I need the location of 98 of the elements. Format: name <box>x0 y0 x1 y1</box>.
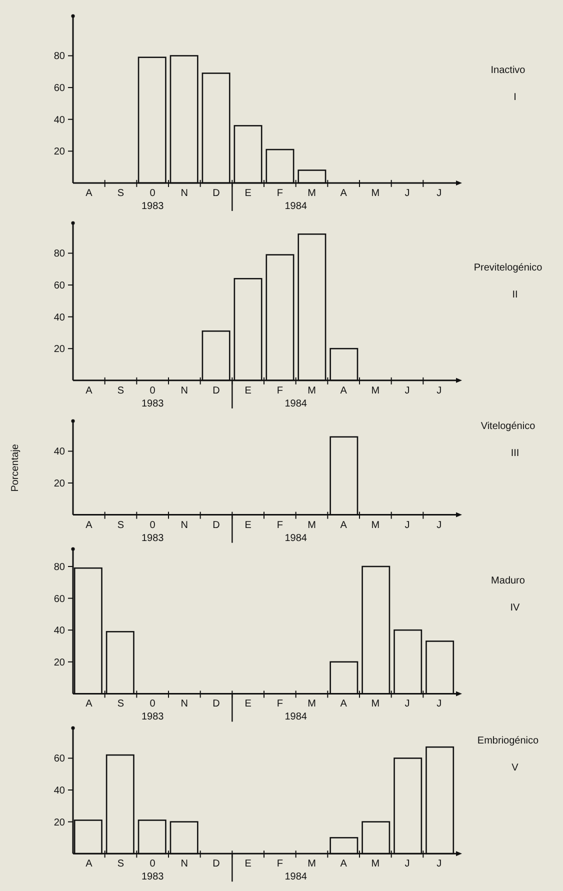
x-tick-label: 0 <box>150 384 156 396</box>
x-tick-label: S <box>117 520 124 531</box>
text: Previtelogénico <box>474 262 543 273</box>
x-tick-label: M <box>371 698 380 710</box>
text: 1984 <box>284 712 308 723</box>
y-tick-label: 40 <box>54 786 66 797</box>
text: Vitelogénico <box>480 421 536 432</box>
x-tick-label: 0 <box>150 858 156 870</box>
x-tick-label: D <box>212 384 220 396</box>
x-tick-label: J <box>436 858 442 870</box>
y-tick-label: 40 <box>54 312 66 323</box>
y-tick-label: 60 <box>54 280 66 292</box>
text: Inactivo <box>490 64 526 76</box>
x-tick-label: N <box>180 520 188 531</box>
y-tick-label: 60 <box>54 83 66 94</box>
x-tick-label: F <box>276 520 283 531</box>
x-tick-label: 0 <box>150 698 156 710</box>
x-tick-label: A <box>86 698 93 710</box>
x-tick-label: F <box>276 698 283 710</box>
y-tick-label: 60 <box>54 594 66 606</box>
x-tick-label: E <box>244 520 252 531</box>
y-tick-label: 20 <box>54 658 66 669</box>
x-tick-label: J <box>404 384 410 396</box>
x-tick-label: S <box>117 188 124 199</box>
text: 1983 <box>141 398 164 409</box>
x-tick-label: J <box>404 698 410 710</box>
x-tick-label: S <box>117 384 124 396</box>
x-tick-label: M <box>308 858 316 870</box>
x-tick-label: A <box>86 858 93 870</box>
x-tick-label: E <box>244 858 252 870</box>
x-tick-label: J <box>404 188 410 199</box>
x-tick-label: N <box>180 698 188 710</box>
x-tick-label: A <box>340 520 348 531</box>
y-tick-label: 20 <box>54 478 66 490</box>
x-tick-label: A <box>340 188 348 199</box>
text: 1984 <box>284 398 308 409</box>
y-tick-label: 80 <box>54 562 66 574</box>
x-tick-label: D <box>212 188 220 199</box>
x-tick-label: M <box>371 384 380 396</box>
text: 1983 <box>141 872 164 883</box>
x-tick-label: S <box>117 858 124 870</box>
x-tick-label: M <box>371 520 380 531</box>
x-tick-label: M <box>308 384 316 396</box>
text: V <box>512 762 519 774</box>
x-tick-label: N <box>180 188 188 199</box>
y-tick-label: 80 <box>54 51 66 62</box>
x-tick-label: A <box>340 698 348 710</box>
text: Maduro <box>491 576 526 587</box>
x-tick-label: M <box>308 520 316 531</box>
y-tick-label: 80 <box>54 248 66 260</box>
x-tick-label: J <box>436 698 442 710</box>
x-tick-label: 0 <box>150 188 156 199</box>
x-tick-label: N <box>180 858 188 870</box>
x-tick-label: J <box>436 520 442 531</box>
text: 1984 <box>284 532 308 544</box>
y-tick-label: 40 <box>54 626 66 637</box>
x-tick-label: N <box>180 384 188 396</box>
x-tick-label: J <box>436 188 442 199</box>
x-tick-label: F <box>276 858 283 870</box>
text: Embriogénico <box>477 736 540 747</box>
y-axis-title: Porcentaje <box>10 444 21 492</box>
x-tick-label: A <box>86 520 93 531</box>
y-tick-label: 20 <box>54 146 66 158</box>
text: III <box>510 448 520 460</box>
x-tick-label: F <box>276 384 283 396</box>
text: II <box>512 288 518 300</box>
y-tick-label: 40 <box>54 446 66 458</box>
x-tick-label: J <box>436 384 442 396</box>
x-tick-label: E <box>244 384 252 396</box>
x-tick-label: E <box>244 698 252 710</box>
x-tick-label: F <box>276 188 283 199</box>
x-tick-label: A <box>86 188 93 199</box>
x-tick-label: A <box>340 858 348 870</box>
x-tick-label: D <box>212 858 220 870</box>
x-tick-label: M <box>371 188 380 199</box>
x-tick-label: A <box>340 384 348 396</box>
x-tick-label: M <box>308 698 316 710</box>
text: 1984 <box>284 872 308 883</box>
x-tick-label: D <box>212 520 220 531</box>
y-tick-label: 40 <box>54 114 66 126</box>
y-tick-label: 20 <box>54 344 66 355</box>
x-tick-label: 0 <box>150 520 156 531</box>
text: 1983 <box>141 532 164 544</box>
x-tick-label: A <box>86 384 93 396</box>
text: 1983 <box>141 712 164 723</box>
x-tick-label: J <box>404 858 410 870</box>
x-tick-label: D <box>212 698 220 710</box>
y-tick-label: 20 <box>54 818 66 829</box>
x-tick-label: E <box>244 188 252 199</box>
y-tick-label: 60 <box>54 754 66 766</box>
x-tick-label: S <box>117 698 124 710</box>
text: I <box>514 92 516 103</box>
text: 1984 <box>284 200 308 212</box>
text: IV <box>510 602 520 614</box>
x-tick-label: M <box>308 188 316 199</box>
x-tick-label: M <box>371 858 380 870</box>
x-tick-label: J <box>404 520 410 531</box>
text: 1983 <box>141 200 164 212</box>
